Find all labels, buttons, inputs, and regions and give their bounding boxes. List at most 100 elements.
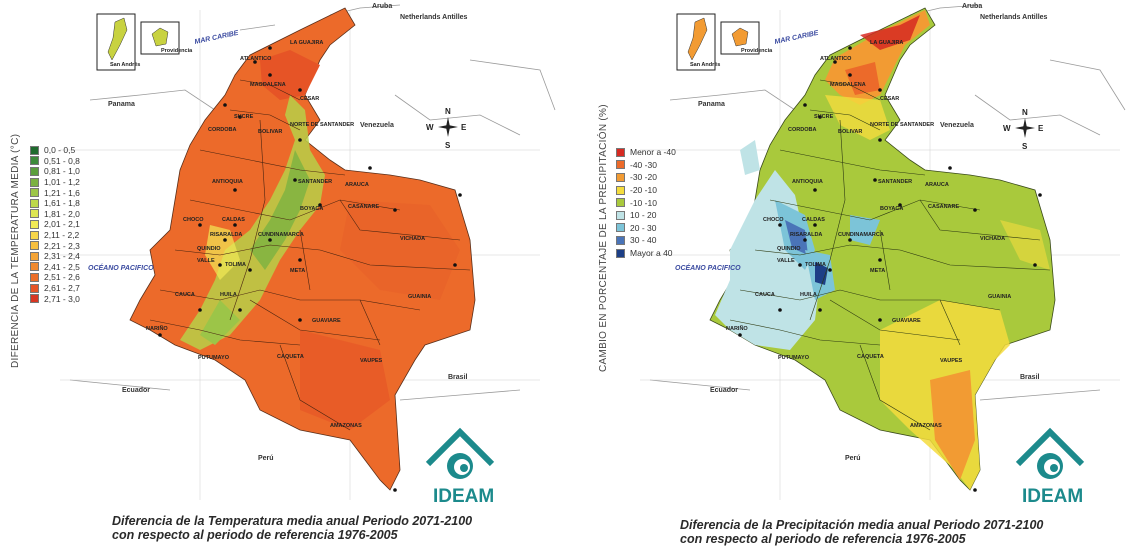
- dep-label: CESAR: [300, 96, 319, 102]
- ideam-logo-text: IDEAM: [433, 486, 495, 507]
- dep-label: VALLE: [777, 258, 795, 264]
- panama-label: Panama: [698, 101, 725, 108]
- caption-line: Diferencia de la Precipitación media anu…: [680, 518, 1044, 532]
- svg-text:S: S: [445, 141, 451, 150]
- legend-swatch: [30, 262, 39, 272]
- dep-label: BOYACA: [300, 206, 323, 212]
- legend-item: 2,21 - 2,3: [30, 240, 80, 251]
- legend-swatch: [30, 219, 39, 229]
- venezuela-label: Venezuela: [360, 122, 394, 129]
- pacific-label: OCÉANO PACIFICO: [88, 263, 154, 272]
- dep-label: CALDAS: [222, 217, 245, 223]
- dep-label: TOLIMA: [805, 262, 826, 268]
- ideam-logo-text: IDEAM: [1022, 486, 1084, 507]
- legend-swatch: [616, 248, 625, 258]
- ecuador-label: Ecuador: [710, 387, 738, 394]
- legend-swatch: [30, 230, 39, 240]
- brasil-label: Brasil: [448, 374, 468, 381]
- dep-label: PUTUMAYO: [198, 355, 230, 361]
- legend-item: 1,21 - 1,6: [30, 187, 80, 198]
- dep-label: AMAZONAS: [330, 423, 362, 429]
- legend-swatch: [616, 235, 625, 245]
- dep-label: NARIÑO: [726, 325, 748, 332]
- temperature-map: LA GUAJIRA ATLANTICO MAGDALENA CESAR SUC…: [60, 3, 556, 500]
- peru-label: Perú: [845, 455, 861, 462]
- temperature-caption: Diferencia de la Temperatura media anual…: [112, 514, 472, 542]
- compass-rose: N S E W: [1003, 108, 1044, 151]
- dep-label: META: [290, 268, 305, 274]
- dep-label: CASANARE: [348, 204, 380, 210]
- svg-text:E: E: [1038, 124, 1044, 133]
- legend-item: -40 -30: [616, 159, 676, 172]
- svg-text:W: W: [426, 123, 434, 132]
- legend-item: 2,71 - 3,0: [30, 293, 80, 304]
- dep-label: RISARALDA: [210, 232, 242, 238]
- dep-label: CHOCO: [763, 217, 784, 223]
- dep-label: CORDOBA: [788, 127, 816, 133]
- legend-item: 2,31 - 2,4: [30, 251, 80, 262]
- caption-line: con respecto al periodo de referencia 19…: [680, 532, 966, 546]
- colombia-shape: [129, 7, 476, 491]
- legend-swatch: [30, 198, 39, 208]
- providencia-label: Providencia: [161, 48, 193, 54]
- legend-swatch: [616, 147, 625, 157]
- dep-label: GUAINIA: [988, 294, 1011, 300]
- legend-item: 2,41 - 2,5: [30, 262, 80, 273]
- aruba-label: Aruba: [372, 3, 392, 10]
- dep-label: CAQUETA: [857, 354, 884, 360]
- ecuador-label: Ecuador: [122, 387, 150, 394]
- caption-line: Diferencia de la Temperatura media anual…: [112, 514, 473, 528]
- dep-label: MAGDALENA: [250, 82, 286, 88]
- antilles-label: Netherlands Antilles: [980, 14, 1048, 21]
- caption-line: con respecto al periodo de referencia 19…: [112, 528, 398, 542]
- aruba-label: Aruba: [962, 3, 982, 10]
- dep-label: SUCRE: [234, 114, 254, 120]
- dep-label: ANTIOQUIA: [212, 179, 243, 185]
- legend-item: 0,0 - 0,5: [30, 145, 80, 156]
- precipitation-caption: Diferencia de la Precipitación media anu…: [680, 518, 1043, 546]
- legend-swatch: [30, 177, 39, 187]
- legend-swatch: [616, 210, 625, 220]
- dep-label: CUNDINAMARCA: [838, 232, 884, 238]
- legend-swatch: [616, 160, 625, 170]
- dep-label: BOLIVAR: [258, 129, 282, 135]
- precipitation-map: LA GUAJIRA ATLANTICO MAGDALENA CESAR SUC…: [640, 3, 1126, 500]
- legend-item: 10 - 20: [616, 209, 676, 222]
- legend-item: 1,81 - 2,0: [30, 209, 80, 220]
- legend-swatch: [30, 166, 39, 176]
- dep-label: SANTANDER: [878, 179, 912, 185]
- dep-label: GUAVIARE: [892, 318, 921, 324]
- dep-label: LA GUAJIRA: [870, 40, 903, 46]
- dep-label: HUILA: [800, 292, 817, 298]
- san-andres-label: San Andrés: [110, 62, 140, 68]
- legend-swatch: [616, 172, 625, 182]
- dep-label: TOLIMA: [225, 262, 246, 268]
- dep-label: ARAUCA: [345, 182, 369, 188]
- legend-swatch: [30, 272, 39, 282]
- legend-item: 2,01 - 2,1: [30, 219, 80, 230]
- dep-label: VICHADA: [980, 236, 1005, 242]
- precipitation-panel: LA GUAJIRA ATLANTICO MAGDALENA CESAR SUC…: [580, 0, 1133, 551]
- providencia-label: Providencia: [741, 48, 773, 54]
- dep-label: QUINDIO: [197, 246, 221, 252]
- legend-swatch: [616, 198, 625, 208]
- dep-label: LA GUAJIRA: [290, 40, 323, 46]
- dep-label: ATLANTICO: [240, 56, 272, 62]
- dep-label: BOYACA: [880, 206, 903, 212]
- legend-item: 0,51 - 0,8: [30, 156, 80, 167]
- ideam-logo: [425, 427, 495, 479]
- legend-item: -20 -10: [616, 184, 676, 197]
- temperature-axis-label: DIFERENCIA DE LA TEMPERATURA MEDIA (°C): [10, 133, 21, 368]
- dep-label: NARIÑO: [146, 325, 168, 332]
- dep-label: NORTE DE SANTANDER: [290, 122, 354, 128]
- dep-label: NORTE DE SANTANDER: [870, 122, 934, 128]
- dep-label: CASANARE: [928, 204, 960, 210]
- compass-rose: N S E W: [426, 107, 467, 150]
- svg-text:S: S: [1022, 142, 1028, 151]
- dep-label: VALLE: [197, 258, 215, 264]
- precipitation-legend: Menor a -40 -40 -30 -30 -20 -20 -10 -10 …: [616, 146, 676, 259]
- legend-item: 0,81 - 1,0: [30, 166, 80, 177]
- dep-label: CESAR: [880, 96, 899, 102]
- ideam-logo: [1015, 427, 1085, 479]
- dep-label: ATLANTICO: [820, 56, 852, 62]
